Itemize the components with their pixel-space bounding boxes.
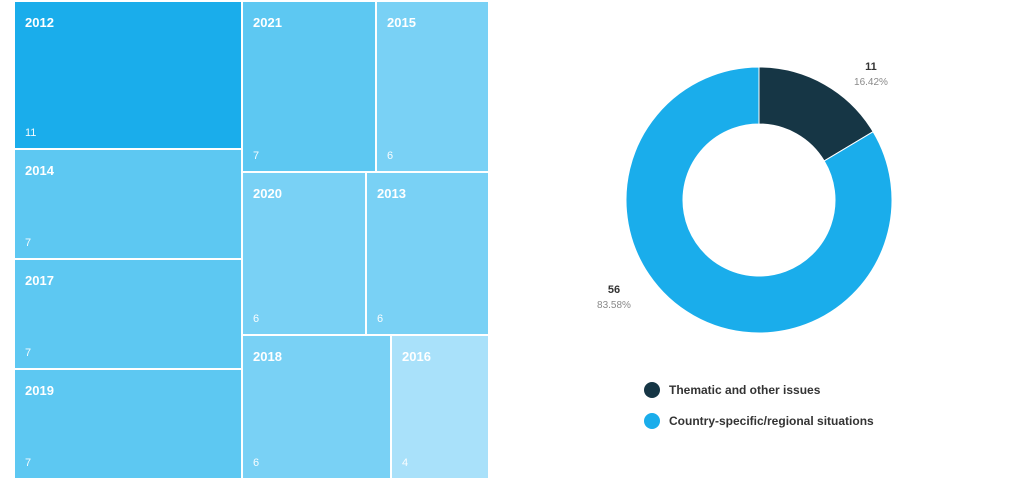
- treemap-tile-value: 6: [253, 457, 260, 469]
- treemap-tile-value: 7: [25, 237, 32, 249]
- treemap-tile-value: 6: [387, 150, 394, 162]
- treemap-tile-2013[interactable]: 2013 6: [366, 172, 489, 335]
- donut-legend: Thematic and other issues Country-specif…: [644, 380, 874, 442]
- treemap-tile-label: 2014: [25, 163, 54, 178]
- treemap-tile-2021[interactable]: 2021 7: [242, 1, 376, 172]
- treemap-tile-2015[interactable]: 2015 6: [376, 1, 489, 172]
- treemap-tile-value: 7: [25, 347, 32, 359]
- donut-slice-1[interactable]: [625, 66, 893, 334]
- treemap-tile-2017[interactable]: 2017 7: [14, 259, 242, 369]
- treemap-tile-2020[interactable]: 2020 6: [242, 172, 366, 335]
- legend-label-country: Country-specific/regional situations: [669, 414, 874, 428]
- treemap-tile-label: 2018: [253, 349, 282, 364]
- treemap-tile-label: 2017: [25, 273, 54, 288]
- treemap-tile-label: 2013: [377, 186, 406, 201]
- treemap-tile-2018[interactable]: 2018 6: [242, 335, 391, 479]
- treemap-tile-value: 7: [25, 457, 32, 469]
- treemap-tile-2019[interactable]: 2019 7: [14, 369, 242, 479]
- treemap-tile-value: 4: [402, 457, 409, 469]
- treemap-tile-label: 2015: [387, 15, 416, 30]
- treemap-tile-2014[interactable]: 2014 7: [14, 149, 242, 259]
- treemap-tile-label: 2012: [25, 15, 54, 30]
- treemap-tile-value: 7: [253, 150, 260, 162]
- treemap-tile-label: 2016: [402, 349, 431, 364]
- treemap-tile-label: 2020: [253, 186, 282, 201]
- treemap-tile-label: 2019: [25, 383, 54, 398]
- legend-marker-country: [644, 413, 660, 429]
- treemap-tile-value: 11: [25, 127, 37, 139]
- treemap-tile-value: 6: [253, 313, 260, 325]
- treemap-tile-label: 2021: [253, 15, 282, 30]
- legend-item-thematic[interactable]: Thematic and other issues: [644, 380, 874, 400]
- treemap-tile-2016[interactable]: 2016 4: [391, 335, 489, 479]
- treemap-tile-2012[interactable]: 2012 11: [14, 1, 242, 149]
- legend-marker-thematic: [644, 382, 660, 398]
- legend-label-thematic: Thematic and other issues: [669, 383, 821, 397]
- legend-item-country[interactable]: Country-specific/regional situations: [644, 411, 874, 431]
- treemap-tile-value: 6: [377, 313, 384, 325]
